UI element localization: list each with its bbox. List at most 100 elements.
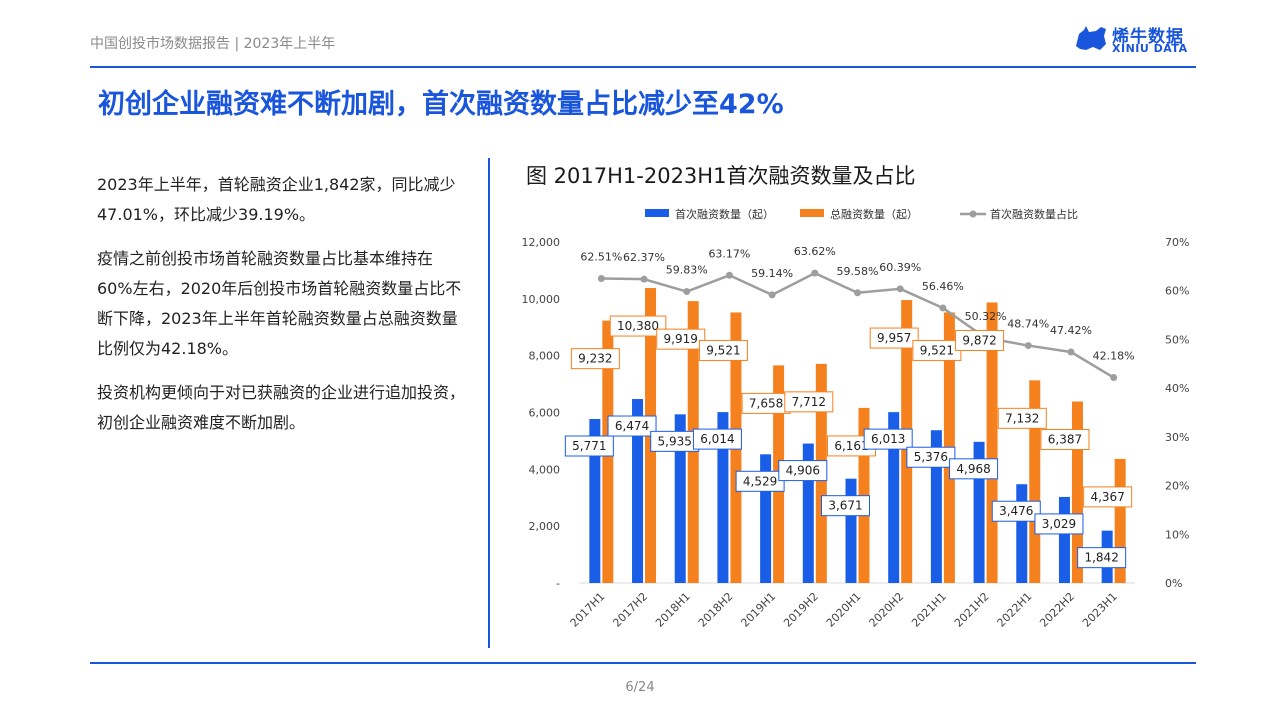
data-label-total: 7,658	[749, 396, 783, 410]
data-label-total: 6,387	[1048, 433, 1082, 447]
bar-first-funding	[632, 399, 644, 583]
data-label-ratio: 63.62%	[794, 245, 836, 258]
page-title: 初创企业融资难不断加剧，首次融资数量占比减少至42%	[98, 89, 784, 120]
data-label-total: 7,132	[1005, 411, 1039, 425]
rhino-logo-icon	[1076, 26, 1106, 50]
data-label-ratio: 59.58%	[837, 265, 879, 278]
bar-total-funding	[1114, 458, 1126, 583]
data-label-first-box	[778, 460, 828, 482]
y-right-tick-label: 60%	[1165, 285, 1189, 298]
bar-first-funding	[930, 430, 942, 583]
x-tick-label: 2019H2	[781, 590, 821, 630]
x-tick-label: 2022H2	[1037, 590, 1077, 630]
y-right-tick-label: 40%	[1165, 382, 1189, 395]
data-label-first: 5,935	[658, 434, 692, 448]
line-point	[597, 274, 605, 282]
x-tick-label: 2020H2	[867, 590, 907, 630]
paragraph-2: 疫情之前创投市场首轮融资数量占比基本维持在60%左右，2020年后创投市场首轮融…	[97, 249, 462, 358]
data-label-first: 5,771	[572, 439, 606, 453]
bar-first-funding	[888, 412, 900, 583]
data-label-first-box	[607, 415, 657, 437]
y-left-tick-label: 8,000	[529, 350, 561, 363]
data-label-first: 4,906	[786, 464, 820, 478]
x-tick-label: 2018H2	[696, 590, 736, 630]
data-label-total: 9,521	[706, 343, 740, 357]
data-label-total: 7,712	[792, 395, 826, 409]
x-tick-label: 2017H2	[610, 590, 650, 630]
data-label-ratio: 59.83%	[666, 264, 708, 277]
y-left-tick-label: 10,000	[522, 293, 561, 306]
bar-first-funding	[589, 419, 601, 583]
line-point	[939, 304, 947, 312]
line-point	[1110, 374, 1118, 382]
header-divider	[90, 66, 1196, 68]
x-tick-label: 2019H1	[738, 590, 778, 630]
data-label-total-box	[955, 329, 1005, 351]
data-label-ratio: 63.17%	[708, 247, 750, 260]
data-label-ratio: 62.37%	[623, 251, 665, 264]
paragraph-3: 投资机构更倾向于对已获融资的企业进行追加投资，初创企业融资难度不断加剧。	[97, 383, 466, 432]
data-label-first-box	[692, 428, 742, 450]
y-right-tick-label: 20%	[1165, 480, 1189, 493]
bar-first-funding	[717, 412, 729, 583]
y-right-tick-label: 50%	[1165, 333, 1189, 346]
x-tick-label: 2022H1	[995, 590, 1035, 630]
bar-first-funding	[1016, 484, 1028, 583]
data-label-ratio: 42.18%	[1093, 350, 1135, 363]
data-label-first: 6,013	[871, 432, 905, 446]
y-right-tick-label: 70%	[1165, 236, 1189, 249]
data-label-total-box	[698, 339, 748, 361]
data-label-first: 5,376	[914, 450, 948, 464]
data-label-first-box	[863, 428, 913, 450]
x-tick-label: 2020H1	[824, 590, 864, 630]
legend-swatch	[800, 209, 824, 217]
data-label-ratio: 59.14%	[751, 267, 793, 280]
line-point	[1024, 342, 1032, 350]
data-label-first-box	[735, 470, 785, 492]
x-tick-label: 2021H2	[952, 590, 992, 630]
x-tick-label: 2017H1	[568, 590, 608, 630]
data-label-first: 3,671	[828, 499, 862, 513]
report-header: 中国创投市场数据报告 | 2023年上半年	[90, 36, 336, 52]
data-label-ratio: 48.74%	[1007, 318, 1049, 331]
x-tick-label: 2018H1	[653, 590, 693, 630]
chart-title: 图 2017H1-2023H1首次融资数量及占比	[526, 164, 916, 188]
data-label-first-box	[821, 495, 870, 517]
bar-first-funding	[973, 441, 985, 583]
data-label-total-box	[869, 327, 919, 349]
bar-total-funding	[1029, 380, 1041, 583]
data-label-total-box	[609, 315, 667, 337]
data-label-total: 4,367	[1090, 490, 1124, 504]
line-point	[768, 291, 776, 299]
y-right-tick-label: 10%	[1165, 528, 1189, 541]
line-point	[725, 271, 733, 279]
y-left-tick-label: 12,000	[522, 236, 561, 249]
bar-first-funding	[760, 454, 772, 583]
data-label-first: 6,474	[615, 419, 649, 433]
vertical-divider	[488, 158, 490, 648]
bar-first-funding	[802, 443, 814, 583]
bar-first-funding	[1058, 496, 1070, 583]
line-point	[896, 285, 904, 293]
x-tick-label: 2021H1	[909, 590, 949, 630]
y-left-tick-label: 6,000	[529, 407, 561, 420]
data-label-total-box	[570, 348, 620, 370]
data-label-first: 1,842	[1084, 551, 1118, 565]
data-label-total: 9,232	[578, 352, 612, 366]
line-point	[640, 275, 648, 283]
line-point	[1067, 348, 1075, 356]
footer-divider	[90, 662, 1196, 664]
company-logo: 烯牛数据 XINIU DATA	[1074, 22, 1198, 56]
data-label-first-box	[564, 435, 614, 457]
legend-marker	[969, 210, 977, 218]
data-label-total: 10,380	[617, 319, 659, 333]
data-label-first: 3,476	[999, 504, 1033, 518]
data-label-total-box	[1040, 429, 1090, 451]
page-number: 6/24	[625, 680, 655, 695]
line-point	[683, 288, 691, 296]
data-label-first-box	[906, 446, 956, 468]
bar-total-funding	[986, 302, 998, 583]
data-label-ratio: 60.39%	[879, 261, 921, 274]
data-label-total: 9,919	[664, 332, 698, 346]
funding-chart: 首次融资数量（起） 总融资数量（起） 首次融资数量占比 - 2,000 4,000 6,00…	[522, 207, 1190, 630]
